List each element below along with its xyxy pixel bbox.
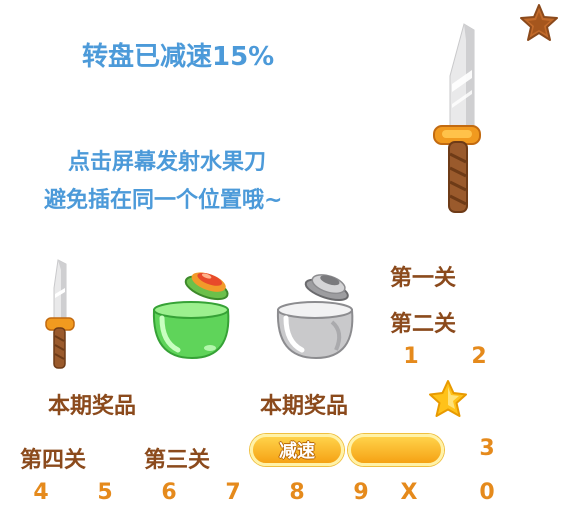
digit-6: 6 — [161, 480, 177, 505]
digit-0: 0 — [479, 480, 495, 505]
level-4-label: 第四关 — [20, 448, 87, 473]
prize-label-left: 本期奖品 — [48, 394, 137, 419]
level-1-label: 第一关 — [390, 266, 457, 291]
digit-4: 4 — [33, 480, 49, 505]
knife-icon — [45, 259, 75, 369]
silver-pot-icon — [276, 274, 354, 360]
knife-icon — [433, 23, 481, 213]
digit-7: 7 — [225, 480, 241, 505]
star-badge-icon[interactable] — [518, 2, 560, 44]
digit-x: X — [400, 480, 418, 505]
instructions-line-2: 避免插在同一个位置哦~ — [44, 188, 283, 213]
slow-down-button-label: 减速 — [279, 441, 315, 462]
blank-button[interactable] — [348, 434, 444, 466]
digit-1: 1 — [403, 344, 419, 369]
prize-label-right: 本期奖品 — [260, 394, 349, 419]
digit-3: 3 — [479, 436, 495, 461]
instructions-line-1: 点击屏幕发射水果刀 — [68, 150, 267, 175]
level-3-label: 第三关 — [144, 448, 211, 473]
star-icon — [429, 380, 467, 417]
fruit-pot-icon — [152, 272, 230, 360]
digit-5: 5 — [97, 480, 113, 505]
speed-notice: 转盘已减速15% — [82, 42, 275, 72]
digit-8: 8 — [289, 480, 305, 505]
digit-2: 2 — [471, 344, 487, 369]
slow-down-button[interactable]: 减速 — [250, 434, 344, 466]
level-2-label: 第二关 — [390, 312, 457, 337]
digit-9: 9 — [353, 480, 369, 505]
